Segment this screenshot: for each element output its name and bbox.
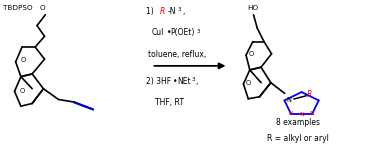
Text: R = alkyl or aryl: R = alkyl or aryl <box>267 134 329 143</box>
Text: 8 examples: 8 examples <box>276 118 320 127</box>
Text: O: O <box>19 88 25 94</box>
Text: 2) 3HF: 2) 3HF <box>146 77 171 86</box>
Text: N: N <box>289 111 293 116</box>
Text: toluene, reflux,: toluene, reflux, <box>148 50 206 59</box>
Text: CuI: CuI <box>152 28 164 37</box>
Text: ,: , <box>182 7 184 16</box>
Text: R: R <box>307 90 312 99</box>
Text: 3: 3 <box>178 7 181 12</box>
Text: N: N <box>286 97 291 103</box>
Text: -N: -N <box>167 7 176 16</box>
Text: O: O <box>40 5 46 11</box>
Text: •: • <box>166 28 171 37</box>
Text: TBDPSO: TBDPSO <box>3 5 33 11</box>
Text: •: • <box>173 77 178 86</box>
Text: 1): 1) <box>146 7 156 16</box>
Text: 3: 3 <box>197 29 200 34</box>
Text: N: N <box>310 111 314 116</box>
Text: HO: HO <box>247 5 258 11</box>
Text: P(OEt): P(OEt) <box>170 28 195 37</box>
Text: THF, RT: THF, RT <box>155 98 184 107</box>
Text: NEt: NEt <box>177 77 191 86</box>
Text: ,: , <box>196 77 198 86</box>
Text: 3: 3 <box>192 77 195 82</box>
Text: O: O <box>248 51 254 57</box>
Text: O: O <box>246 80 251 86</box>
Text: R: R <box>160 7 165 16</box>
Text: O: O <box>20 57 26 63</box>
Text: N: N <box>299 112 304 117</box>
